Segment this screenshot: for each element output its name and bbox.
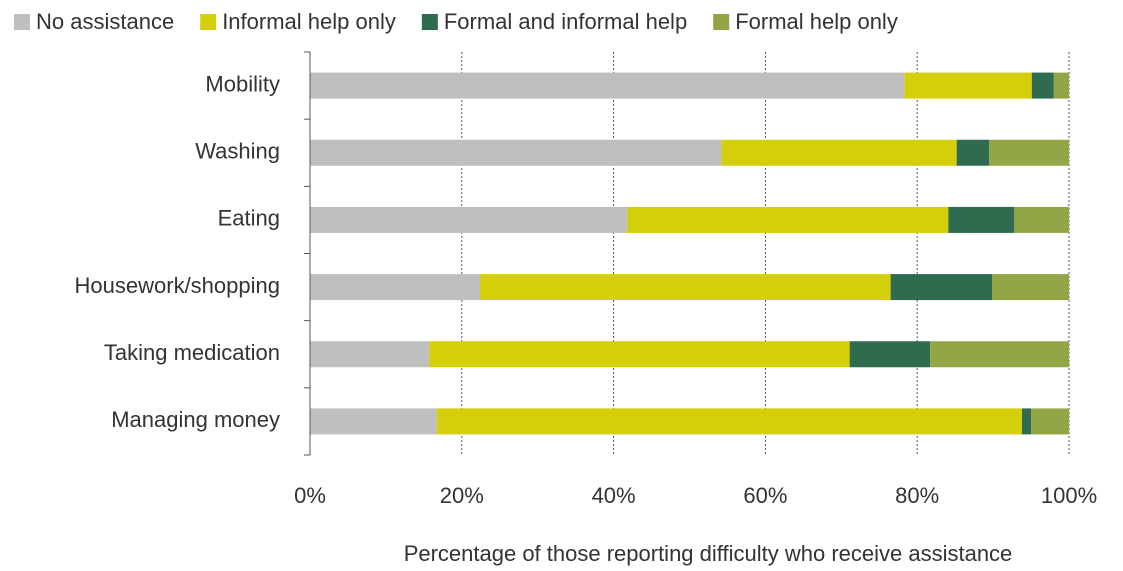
x-tick-label: 40% xyxy=(592,483,636,508)
legend-label: Formal and informal help xyxy=(444,9,687,34)
x-tick-label: 0% xyxy=(294,483,326,508)
bar-segment xyxy=(310,139,722,166)
x-tick-label: 20% xyxy=(440,483,484,508)
y-tick-label: Taking medication xyxy=(104,340,280,365)
bar-segment xyxy=(429,341,850,368)
legend-swatch xyxy=(14,14,30,30)
y-tick-label: Mobility xyxy=(205,71,280,96)
legend-label: No assistance xyxy=(36,9,174,34)
bar-segment xyxy=(627,206,949,233)
y-tick-label: Managing money xyxy=(111,407,280,432)
legend-label: Formal help only xyxy=(735,9,898,34)
bar-segment xyxy=(930,341,1069,368)
bar-segment xyxy=(310,72,905,99)
x-tick-label: 60% xyxy=(743,483,787,508)
x-tick-label: 80% xyxy=(895,483,939,508)
bar-segment xyxy=(956,139,990,166)
y-tick-label: Washing xyxy=(195,139,280,164)
bar-segment xyxy=(1031,72,1054,99)
legend-swatch xyxy=(200,14,217,30)
bar-segment xyxy=(721,139,957,166)
bar-segment xyxy=(992,274,1069,301)
y-tick-label: Eating xyxy=(218,206,280,231)
bar-segment xyxy=(989,139,1069,166)
x-axis-title: Percentage of those reporting difficulty… xyxy=(404,541,1013,566)
legend-swatch xyxy=(421,14,438,30)
bar-segment xyxy=(890,274,993,301)
bar-segment xyxy=(1053,72,1069,99)
legend-label: Informal help only xyxy=(222,9,396,34)
legend-swatch xyxy=(713,14,730,30)
bar-segment xyxy=(948,206,1015,233)
bar-segment xyxy=(1021,408,1032,435)
y-tick-label: Housework/shopping xyxy=(75,273,280,298)
bar-segment xyxy=(310,341,430,368)
bar-segment xyxy=(310,274,481,301)
bar-segment xyxy=(436,408,1022,435)
bar-segment xyxy=(310,206,628,233)
bar-segment xyxy=(904,72,1032,99)
bar-segment xyxy=(849,341,931,368)
bar-segment xyxy=(310,408,437,435)
bar-segment xyxy=(1014,206,1069,233)
bar-segment xyxy=(480,274,891,301)
bar-segment xyxy=(1031,408,1069,435)
x-tick-label: 100% xyxy=(1041,483,1097,508)
